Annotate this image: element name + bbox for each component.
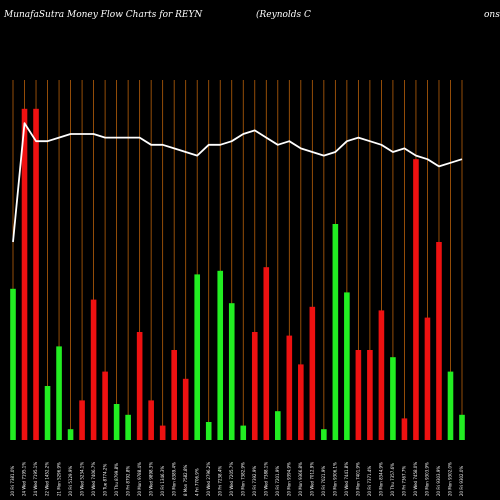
bar [228, 303, 235, 440]
x-tick-label: 20 Thu 8799.8% [114, 463, 119, 496]
chart-subtitle-cont: ons [484, 10, 500, 20]
bar [424, 317, 431, 440]
chart-subtitle: (Reynolds C [256, 9, 311, 20]
x-tick-label: 20 Fri 9303.9% [436, 466, 441, 496]
x-tick-label: 20 Wed 7205.7% [229, 462, 234, 496]
x-tick-label: 20 Wed 7458.0% [413, 462, 418, 496]
x-tick-label: 8 Mon 7582.8% [183, 464, 188, 496]
bar [125, 414, 131, 440]
x-tick-label: 20 Mon 9306.1% [333, 462, 338, 496]
bar [148, 400, 154, 440]
x-tick-label: 20 Fri 8792.8% [125, 466, 130, 496]
trend-line [12, 122, 463, 243]
bars [10, 108, 465, 441]
x-tick-label: 20 Fri 1346.3% [160, 466, 165, 496]
bar [33, 108, 39, 441]
bar [136, 332, 143, 440]
bar [298, 364, 304, 440]
bar [274, 411, 281, 440]
bar [67, 429, 74, 440]
x-tick-label: 20 Mon 7382.9% [240, 462, 245, 496]
x-tick-label: 20 Mon 8344.9% [379, 462, 384, 496]
x-tick-label: 20 Fri 7201.9% [275, 466, 280, 496]
bar [217, 270, 224, 440]
bar [413, 159, 419, 440]
bar [263, 267, 270, 440]
bar [401, 418, 408, 440]
x-tick-label: 4 Fri 7706.9% [194, 468, 199, 496]
bar [205, 422, 212, 440]
bar [44, 386, 51, 440]
bar [459, 414, 465, 440]
x-tick-label: 20 Mon 9302.0% [448, 462, 453, 496]
x-tick-label: 20 Wed 9898.3% [148, 462, 153, 496]
x-tick-label: 21 Mon 5296.9% [56, 462, 61, 496]
x-tick-label: 20 Wed 5234.1% [79, 462, 84, 496]
bar [390, 357, 396, 440]
bar [90, 299, 97, 440]
bar [194, 274, 201, 440]
x-tick-label: 20 Wed 7012.9% [310, 462, 315, 496]
bar [332, 224, 339, 440]
x-tick-label: 24 Wed 7195.1% [22, 462, 27, 496]
bar [286, 335, 293, 440]
bar [309, 306, 316, 440]
x-tick-label: 20 Wed 2796.2% [206, 462, 211, 496]
x-tick-label: 20 Mon 9303.9% [425, 462, 430, 496]
x-tick-label: 20 Fri 7367.7% [402, 466, 407, 496]
bar [240, 425, 247, 440]
x-tick-label: 20 Fri 5129.9% [68, 466, 73, 496]
bar [79, 400, 85, 440]
x-tick-label: 20 Thu 7357.6% [390, 463, 395, 496]
bar [171, 350, 177, 440]
x-tick-label: 20 Wed 7406.7% [91, 462, 96, 496]
x-tick-label: 20 Fri 7381.0% [10, 466, 15, 496]
x-tick-label: 20 Fri 7238.4% [217, 466, 222, 496]
bar [321, 429, 327, 440]
x-tick-label: 20 Mon 8389.4% [171, 462, 176, 496]
x-tick-label: 20 Wed 7388.1% [263, 462, 268, 496]
x-tick-label: 20 Mon 9394.9% [287, 462, 292, 496]
x-tick-label: 20 Fri 9302.0% [459, 466, 464, 496]
bar [159, 425, 166, 440]
bar [10, 288, 16, 440]
bar [447, 371, 454, 440]
x-tick-label: 20 Fri 7021.9% [321, 466, 326, 496]
x-tick-label: 20 Tue 8774.2% [102, 464, 107, 496]
x-tick-label: 20 Mon 9788.4% [137, 462, 142, 496]
x-tick-label: 20 Fri 7392.9% [252, 466, 257, 496]
bar [102, 371, 108, 440]
bar [378, 310, 385, 440]
bar [182, 378, 189, 440]
bar [113, 404, 120, 440]
x-tick-label: 20 Mon 7401.9% [356, 462, 361, 496]
bar [56, 346, 62, 440]
bar [355, 350, 362, 440]
x-tick-label: 22 Wed 1452.2% [45, 462, 50, 496]
x-tick-labels: 20 Fri 7381.0% 24 Wed 7195.1% 24 Wed 7195.… [10, 462, 464, 496]
x-tick-label: 24 Wed 7195.1% [33, 462, 38, 496]
bar [344, 292, 350, 440]
bar [21, 108, 28, 441]
bar [251, 332, 258, 440]
x-tick-label: 20 Fri 7371.4% [367, 466, 372, 496]
bar [436, 242, 442, 440]
chart-title: MunafaSutra Money Flow Charts for REYN [3, 10, 203, 20]
x-tick-label: 20 Wed 7441.8% [344, 462, 349, 496]
bar [367, 350, 373, 440]
trend-line-path [12, 122, 463, 243]
x-tick-label: 20 Mon 9366.8% [298, 462, 303, 496]
